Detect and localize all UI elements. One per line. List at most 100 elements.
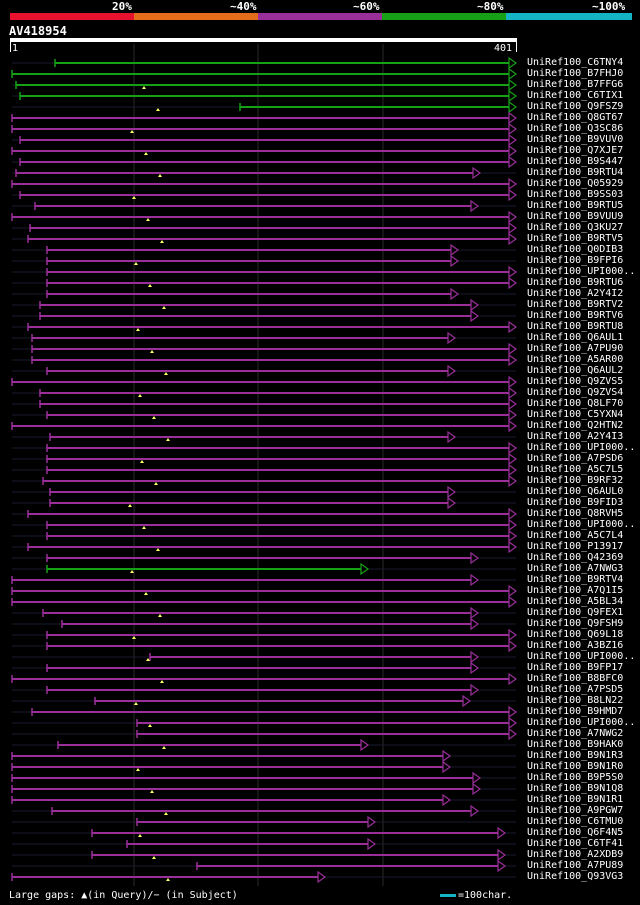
hit-label[interactable]: UniRef100_B9RTV2 [527,299,624,310]
hit-arrow [508,232,518,246]
hit-label[interactable]: UniRef100_B9RTU8 [527,321,624,332]
hit-arrow [472,166,482,180]
query-gap-marker [158,614,162,617]
hit-label[interactable]: UniRef100_Q9ZVS5 [527,376,624,387]
hit-label[interactable]: UniRef100_A7PSD6 [527,453,624,464]
hit-label[interactable]: UniRef100_Q8RVH5 [527,508,624,519]
hit-label[interactable]: UniRef100_Q9FSH9 [527,618,624,629]
hit-label[interactable]: UniRef100_B9S447 [527,156,624,167]
hit-label[interactable]: UniRef100_A5C7L5 [527,464,624,475]
query-gap-marker [146,218,150,221]
hit-label[interactable]: UniRef100_B9RTV6 [527,310,624,321]
hit-label[interactable]: UniRef100_A7PU89 [527,860,624,871]
hit-arrow [508,518,518,532]
query-gap-marker [160,240,164,243]
hit-label[interactable]: UniRef100_Q9FEX1 [527,607,624,618]
hit-label[interactable]: UniRef100_Q6AUL2 [527,365,624,376]
hit-label[interactable]: UniRef100_A7NWG3 [527,563,624,574]
hit-label[interactable]: UniRef100_C6TNY4 [527,57,624,68]
hit-label[interactable]: UniRef100_UPI000.. [527,651,636,662]
hit-label[interactable]: UniRef100_Q9ZVS4 [527,387,624,398]
hit-label[interactable]: UniRef100_B9VUU9 [527,211,624,222]
ruler-start-tick [10,42,11,52]
hit-label[interactable]: UniRef100_Q8GT67 [527,112,624,123]
hit-label[interactable]: UniRef100_UPI000.. [527,717,636,728]
hit-label[interactable]: UniRef100_B9N1Q8 [527,783,624,794]
query-gap-marker [150,350,154,353]
hit-label[interactable]: UniRef100_B9N1R0 [527,761,624,772]
hit-label[interactable]: UniRef100_A3BZ16 [527,640,624,651]
ruler-end-tick [516,42,517,52]
hit-label[interactable]: UniRef100_Q93VG3 [527,871,624,882]
hit-label[interactable]: UniRef100_B9HAK0 [527,739,624,750]
hit-label[interactable]: UniRef100_B9SS03 [527,189,624,200]
query-gap-marker [128,504,132,507]
hit-label[interactable]: UniRef100_B9FID3 [527,497,624,508]
query-gap-marker [132,636,136,639]
hit-label[interactable]: UniRef100_Q2HTN2 [527,420,624,431]
hit-arrow [442,749,452,763]
hit-label[interactable]: UniRef100_A7PU90 [527,343,624,354]
hit-label[interactable]: UniRef100_B9HMD7 [527,706,624,717]
hit-label[interactable]: UniRef100_B9N1R3 [527,750,624,761]
hit-label[interactable]: UniRef100_Q6F4N5 [527,827,624,838]
hit-label[interactable]: UniRef100_Q6AUL1 [527,332,624,343]
hit-label[interactable]: UniRef100_A9PGW7 [527,805,624,816]
hit-label[interactable]: UniRef100_Q3KU27 [527,222,624,233]
hit-arrow [470,606,480,620]
query-gap-marker [154,482,158,485]
hit-label[interactable]: UniRef100_A7Q1I5 [527,585,624,596]
hit-label[interactable]: UniRef100_UPI000.. [527,442,636,453]
hit-arrow [450,287,460,301]
query-gap-marker [166,438,170,441]
hit-label[interactable]: UniRef100_B9RTU4 [527,167,624,178]
hit-label[interactable]: UniRef100_Q0DIB3 [527,244,624,255]
hit-label[interactable]: UniRef100_B9RTU5 [527,200,624,211]
hit-label[interactable]: UniRef100_A5BL34 [527,596,624,607]
hit-label[interactable]: UniRef100_A5AR00 [527,354,624,365]
hit-label[interactable]: UniRef100_B9RTV5 [527,233,624,244]
hit-arrow [508,188,518,202]
hit-label[interactable]: UniRef100_Q42369 [527,552,624,563]
hit-label[interactable]: UniRef100_A2Y4I3 [527,431,624,442]
hit-label[interactable]: UniRef100_Q05929 [527,178,624,189]
hit-label[interactable]: UniRef100_B8BFC0 [527,673,624,684]
hit-label[interactable]: UniRef100_B9RF32 [527,475,624,486]
hit-label[interactable]: UniRef100_B7FHJ0 [527,68,624,79]
hit-arrow [508,639,518,653]
hit-label[interactable]: UniRef100_Q8LF70 [527,398,624,409]
hit-label[interactable]: UniRef100_A7NWG2 [527,728,624,739]
hit-label[interactable]: UniRef100_B9FP17 [527,662,624,673]
hit-label[interactable]: UniRef100_Q69L18 [527,629,624,640]
hit-label[interactable]: UniRef100_A5C7L4 [527,530,624,541]
hit-label[interactable]: UniRef100_B9VUV0 [527,134,624,145]
query-gap-marker [156,108,160,111]
hit-label[interactable]: UniRef100_UPI000.. [527,266,636,277]
hit-arrow [508,386,518,400]
hit-label[interactable]: UniRef100_B9P5S0 [527,772,624,783]
hit-label[interactable]: UniRef100_B9N1R1 [527,794,624,805]
hit-label[interactable]: UniRef100_B9RTV4 [527,574,624,585]
hit-label[interactable]: UniRef100_B8LN22 [527,695,624,706]
hit-label[interactable]: UniRef100_Q3SC86 [527,123,624,134]
hit-label[interactable]: UniRef100_A2XDB9 [527,849,624,860]
hit-label[interactable]: UniRef100_Q6AUL0 [527,486,624,497]
hit-label[interactable]: UniRef100_A7PSD5 [527,684,624,695]
hit-arrow [508,705,518,719]
query-gap-marker [138,834,142,837]
hit-label[interactable]: UniRef100_C6TF41 [527,838,624,849]
hit-label[interactable]: UniRef100_C6TMU0 [527,816,624,827]
hit-label[interactable]: UniRef100_B7FFG6 [527,79,624,90]
hit-label[interactable]: UniRef100_A2Y4I2 [527,288,624,299]
query-ruler [10,38,517,42]
hit-label[interactable]: UniRef100_C6TIX1 [527,90,624,101]
hit-label[interactable]: UniRef100_Q7XJE7 [527,145,624,156]
hit-label[interactable]: UniRef100_B9RTU6 [527,277,624,288]
hit-label[interactable]: UniRef100_Q9FSZ9 [527,101,624,112]
hit-label[interactable]: UniRef100_UPI000.. [527,519,636,530]
hit-arrow [508,353,518,367]
query-gap-marker [152,856,156,859]
hit-label[interactable]: UniRef100_C5YXN4 [527,409,624,420]
hit-label[interactable]: UniRef100_P13917 [527,541,624,552]
hit-label[interactable]: UniRef100_B9FPI6 [527,255,624,266]
